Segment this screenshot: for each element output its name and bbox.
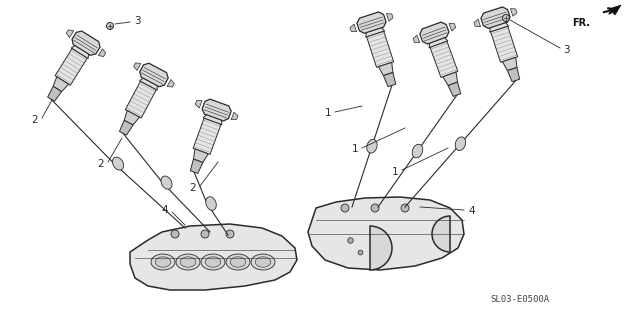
Wedge shape	[370, 226, 392, 270]
Text: 4: 4	[468, 206, 475, 216]
Polygon shape	[67, 30, 74, 38]
Polygon shape	[130, 224, 297, 290]
Polygon shape	[193, 149, 208, 162]
Circle shape	[401, 204, 409, 212]
Text: 3: 3	[563, 45, 570, 55]
Ellipse shape	[205, 257, 221, 267]
Ellipse shape	[230, 257, 246, 267]
Polygon shape	[140, 63, 168, 87]
Polygon shape	[430, 41, 458, 78]
Polygon shape	[53, 77, 68, 92]
Polygon shape	[365, 28, 385, 37]
Text: 2: 2	[97, 159, 104, 169]
Ellipse shape	[180, 257, 196, 267]
Polygon shape	[350, 24, 356, 32]
Polygon shape	[378, 62, 393, 76]
Circle shape	[106, 23, 113, 29]
Polygon shape	[190, 159, 203, 174]
Ellipse shape	[176, 254, 200, 270]
Polygon shape	[99, 49, 106, 56]
Ellipse shape	[255, 257, 271, 267]
Circle shape	[201, 230, 209, 238]
Polygon shape	[383, 72, 396, 87]
Text: 1: 1	[324, 108, 331, 118]
Ellipse shape	[151, 254, 175, 270]
Polygon shape	[491, 26, 518, 62]
Polygon shape	[508, 68, 520, 82]
Text: 1: 1	[351, 144, 358, 154]
Ellipse shape	[412, 144, 423, 158]
Polygon shape	[429, 38, 448, 48]
Polygon shape	[308, 197, 464, 270]
Ellipse shape	[201, 254, 225, 270]
Ellipse shape	[205, 197, 216, 210]
Polygon shape	[387, 14, 393, 21]
Circle shape	[171, 230, 179, 238]
Polygon shape	[71, 46, 88, 59]
Text: 2: 2	[31, 115, 38, 125]
Polygon shape	[125, 81, 156, 118]
Polygon shape	[134, 63, 141, 70]
Text: 1: 1	[392, 167, 398, 177]
Polygon shape	[140, 78, 157, 90]
Polygon shape	[420, 22, 449, 44]
Polygon shape	[167, 79, 174, 87]
Polygon shape	[413, 35, 420, 43]
Circle shape	[341, 204, 349, 212]
Polygon shape	[357, 12, 386, 33]
Polygon shape	[47, 86, 61, 101]
Polygon shape	[443, 72, 458, 85]
Ellipse shape	[161, 176, 172, 189]
Polygon shape	[474, 19, 481, 27]
Ellipse shape	[251, 254, 275, 270]
Polygon shape	[202, 99, 231, 121]
Polygon shape	[490, 23, 509, 32]
Polygon shape	[609, 5, 621, 15]
Polygon shape	[231, 112, 238, 120]
Polygon shape	[502, 57, 517, 70]
Ellipse shape	[155, 257, 171, 267]
Polygon shape	[367, 31, 394, 67]
Text: 3: 3	[134, 16, 141, 26]
Polygon shape	[120, 120, 133, 135]
Polygon shape	[124, 111, 140, 125]
Polygon shape	[511, 9, 517, 16]
Polygon shape	[193, 118, 221, 154]
Polygon shape	[203, 115, 222, 125]
Polygon shape	[449, 24, 456, 31]
Wedge shape	[432, 216, 450, 252]
Polygon shape	[195, 100, 202, 108]
Polygon shape	[55, 48, 87, 85]
Circle shape	[226, 230, 234, 238]
Text: FR.: FR.	[572, 18, 590, 28]
Ellipse shape	[367, 139, 377, 153]
Ellipse shape	[226, 254, 250, 270]
Polygon shape	[481, 7, 510, 28]
Ellipse shape	[455, 137, 466, 151]
Text: 2: 2	[189, 183, 196, 193]
Ellipse shape	[113, 157, 124, 170]
Circle shape	[502, 14, 509, 21]
Text: 4: 4	[161, 205, 168, 215]
Circle shape	[371, 204, 379, 212]
Text: SL03-E0500A: SL03-E0500A	[490, 295, 549, 305]
Polygon shape	[448, 82, 461, 96]
Polygon shape	[72, 31, 100, 55]
